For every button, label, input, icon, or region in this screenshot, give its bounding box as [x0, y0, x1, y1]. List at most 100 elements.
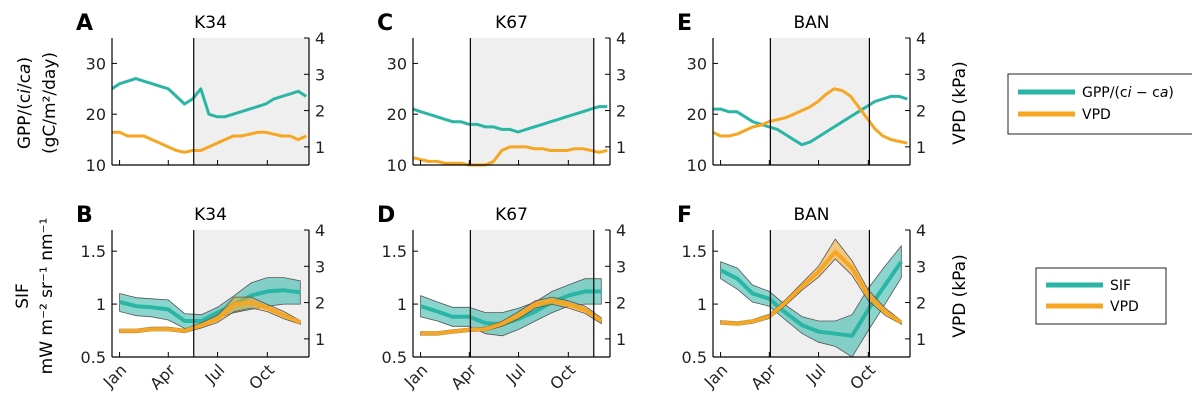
panel-C-letter: C	[377, 11, 393, 36]
panel-E-ytick-right-label-2: 3	[916, 65, 926, 84]
legend-top-gpp-label: GPP/(ci − ca)	[1082, 85, 1174, 101]
panel-E-ytick-left-label-1: 20	[687, 105, 707, 124]
legend-top: GPP/(ci − ca) VPD	[1007, 73, 1192, 135]
panel-D-ytick-left-label-2: 1.5	[382, 242, 407, 261]
panel-D-ytick-left-label-0: 0.5	[382, 348, 407, 367]
panel-F-ytick-right-label-2: 3	[916, 257, 926, 276]
panels: 10 20 30 1 2 3 4 A K34 10 20 30 1 2 3 4 C K67 10 20 30 1 2 3 4 E B…	[76, 11, 926, 393]
panel-A-ytick-right-label-0: 1	[315, 138, 325, 157]
panel-C-ytick-right-label-1: 2	[616, 102, 626, 121]
panel-F-ytick-right-label-0: 1	[916, 330, 926, 349]
legend-bottom: SIF VPD	[1035, 267, 1167, 325]
legend-top-vpd-label: VPD	[1082, 107, 1111, 123]
panel-E-ytick-right-label-0: 1	[916, 138, 926, 157]
panel-B-xtick-label-3: Oct	[245, 360, 278, 393]
panel-A-ytick-right-label-2: 3	[315, 65, 325, 84]
panel-F-ytick-right-label-3: 4	[916, 221, 926, 240]
panel-A-title: K34	[194, 13, 227, 33]
panel-E-title: BAN	[793, 13, 829, 33]
panel-D-ytick-left-label-1: 1	[397, 295, 407, 314]
panel-C-ytick-right-label-0: 1	[616, 138, 626, 157]
panel-D-ytick-right-label-1: 2	[616, 294, 626, 313]
panel-C-ytick-right-label-3: 4	[616, 29, 626, 48]
panel-D-sif-band	[420, 278, 602, 337]
panel-D-ytick-right-label-2: 3	[616, 257, 626, 276]
panel-A-ytick-left-label-0: 10	[86, 156, 106, 175]
panel-E-gpp-line	[713, 94, 908, 147]
panel-B-xtick-label-1: Apr	[146, 360, 179, 393]
panel-F-ytick-left-label-0: 0.5	[682, 348, 707, 367]
panel-F-letter: F	[677, 203, 692, 228]
panel-B-ytick-right-label-0: 1	[315, 330, 325, 349]
panel-D-ytick-right-label-3: 4	[616, 221, 626, 240]
panel-D-vpd-line	[420, 298, 603, 336]
panel-D-xtick-label-1: Apr	[447, 360, 480, 393]
legend-bottom-sif-label: SIF	[1110, 278, 1131, 294]
panel-E-letter: E	[677, 11, 692, 36]
panel-B-ytick-right-label-3: 4	[315, 221, 325, 240]
panel-F-sif-line	[719, 260, 903, 338]
panel-D-ytick-right-label-0: 1	[616, 330, 626, 349]
panel-C-ytick-left-label-2: 30	[387, 54, 407, 73]
panel-B-xtick-label-2: Jul	[201, 360, 229, 388]
panel-F-xtick-label-1: Apr	[747, 360, 780, 393]
panel-F-ytick-right-label-1: 2	[916, 294, 926, 313]
panel-C-ytick-left-label-1: 20	[387, 105, 407, 124]
panel-F-title: BAN	[793, 205, 829, 225]
ylabel-right-bottom: VPD (kPa)	[950, 254, 970, 337]
panel-E-ytick-left-label-0: 10	[687, 156, 707, 175]
panel-B-vpd-line	[119, 300, 302, 333]
panel-E-ytick-right-label-1: 2	[916, 102, 926, 121]
panel-B-sif-line	[119, 288, 301, 323]
legend-bottom-box	[1035, 267, 1167, 325]
panel-C-season-shade	[470, 38, 594, 165]
panel-B-letter: B	[76, 203, 93, 228]
panel-A-letter: A	[76, 11, 93, 36]
panel-B-ytick-left-label-1: 1	[96, 295, 106, 314]
ylabel-bottom-units: mW m⁻² sr⁻¹ nm⁻¹	[37, 218, 57, 375]
panel-C-ytick-left-label-0: 10	[387, 156, 407, 175]
panel-C-vpd-line	[412, 145, 608, 167]
panel-E: 10 20 30 1 2 3 4 E BAN	[677, 11, 926, 175]
panel-A-gpp-line	[111, 77, 308, 119]
legend-top-box	[1007, 73, 1192, 135]
legend-bottom-vpd-label: VPD	[1110, 299, 1139, 315]
panel-F-ytick-left-label-2: 1.5	[682, 242, 707, 261]
ylabel-top: GPP/(ci/ca)	[15, 57, 35, 149]
panel-A-vpd-line	[112, 130, 307, 154]
ylabel-bottom: SIF	[13, 283, 33, 309]
panel-D-xtick-label-3: Oct	[546, 360, 579, 393]
panel-B-ytick-right-label-2: 3	[315, 257, 325, 276]
ylabel-right-top: VPD (kPa)	[950, 61, 970, 144]
panel-E-ytick-right-label-3: 4	[916, 29, 926, 48]
panel-D-xtick-label-2: Jul	[502, 360, 530, 388]
panel-F-ytick-left-label-1: 1	[697, 295, 707, 314]
panel-A-ytick-right-label-1: 2	[315, 102, 325, 121]
panel-F-vpd-line	[720, 249, 903, 326]
panel-B-sif-band	[119, 277, 301, 329]
panel-F-xtick-label-3: Oct	[846, 360, 879, 393]
ylabel-top-units: (gC/m²/day)	[40, 52, 60, 154]
panel-A-ytick-right-label-3: 4	[315, 29, 325, 48]
panel-C: 10 20 30 1 2 3 4 C K67	[377, 11, 626, 175]
panel-E-ytick-left-label-2: 30	[687, 54, 707, 73]
panel-F-vpd-band	[720, 238, 902, 326]
panel-B-ytick-left-label-2: 1.5	[81, 242, 106, 261]
panel-C-gpp-line	[412, 105, 608, 134]
panel-A-ytick-left-label-2: 30	[86, 54, 106, 73]
panel-D-title: K67	[495, 205, 528, 225]
panel-D-letter: D	[377, 203, 395, 228]
panel-B-title: K34	[194, 205, 227, 225]
panel-E-vpd-line	[712, 87, 908, 145]
panel-C-title: K67	[495, 13, 528, 33]
panel-A-ytick-left-label-1: 20	[86, 105, 106, 124]
panel-A: 10 20 30 1 2 3 4 A K34	[76, 11, 325, 175]
panel-F-xtick-label-2: Jul	[802, 360, 830, 388]
panel-B-ytick-right-label-1: 2	[315, 294, 325, 313]
panel-C-ytick-right-label-2: 3	[616, 65, 626, 84]
